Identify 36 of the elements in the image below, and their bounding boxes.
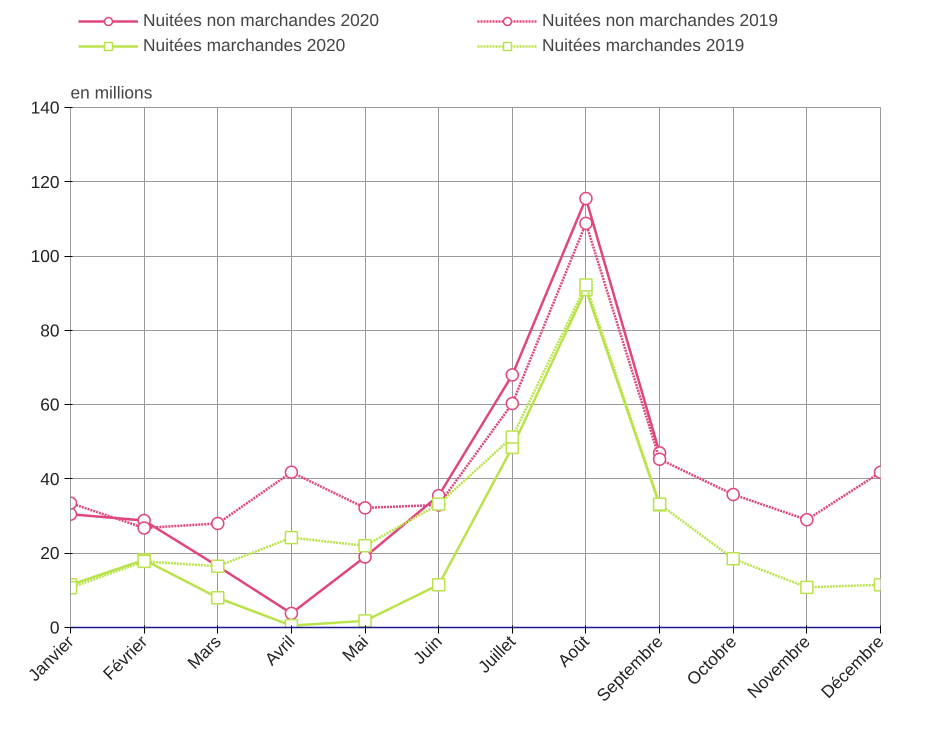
point bbox=[506, 368, 520, 382]
y-tick-label: 40 bbox=[40, 468, 60, 489]
y-tick-label: 20 bbox=[40, 543, 60, 564]
y-tick-label: 60 bbox=[40, 394, 60, 415]
y-tick-label: 0 bbox=[50, 618, 60, 638]
y-tick-label: 140 bbox=[30, 98, 60, 118]
y-tick-label: 100 bbox=[30, 246, 60, 266]
point bbox=[579, 192, 593, 206]
point bbox=[579, 216, 593, 230]
point bbox=[432, 578, 446, 592]
legend-label: Nuitées non marchandes 2019 bbox=[542, 10, 780, 31]
point bbox=[506, 430, 520, 444]
point bbox=[211, 591, 225, 605]
point bbox=[137, 521, 151, 535]
point bbox=[358, 614, 372, 628]
point bbox=[726, 488, 740, 502]
point bbox=[284, 530, 298, 544]
point bbox=[579, 278, 593, 292]
y-tick-label: 80 bbox=[40, 320, 60, 340]
point bbox=[284, 606, 298, 620]
point bbox=[726, 552, 740, 566]
point bbox=[800, 513, 814, 527]
x-tick-label: Mai bbox=[338, 631, 372, 666]
point bbox=[652, 452, 666, 466]
point bbox=[506, 396, 520, 410]
x-tick-label: Juin bbox=[409, 631, 446, 668]
point bbox=[284, 466, 298, 479]
legend-label: Nuitées marchandes 2020 bbox=[143, 35, 346, 56]
y-axis-title: en millions bbox=[70, 82, 153, 102]
point bbox=[211, 516, 225, 530]
y-tick-label: 120 bbox=[30, 172, 60, 192]
point bbox=[358, 501, 372, 515]
point bbox=[800, 580, 814, 594]
legend-label: Nuitées marchandes 2019 bbox=[542, 35, 746, 56]
legend-label: Nuitées non marchandes 2020 bbox=[143, 10, 380, 31]
point bbox=[358, 539, 372, 553]
